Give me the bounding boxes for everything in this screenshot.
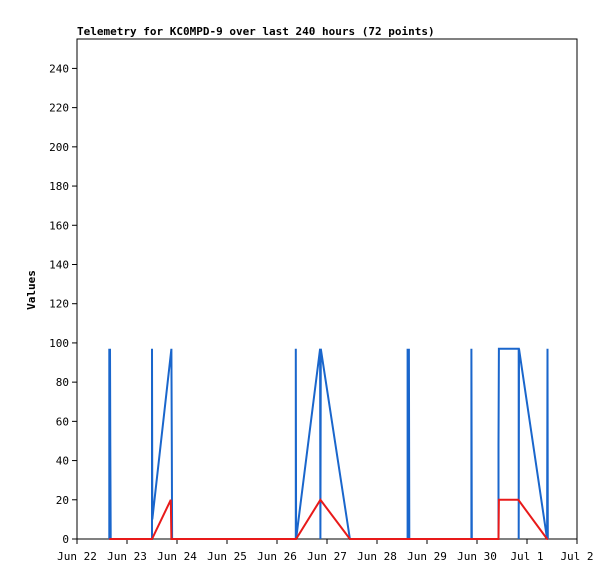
plot-area: 0 20 40 60 80 100 120 140 160 180 200 220 240 Jun 22 J… — [49, 38, 594, 563]
x-tick-label: Jun 29 — [407, 550, 447, 563]
y-tick-label: 40 — [56, 455, 69, 468]
y-tick-label: 100 — [49, 337, 69, 350]
y-tick-label: 120 — [49, 298, 69, 311]
x-tick-label: Jun 27 — [307, 550, 347, 563]
x-tick-label: Jun 25 — [207, 550, 247, 563]
y-tick-label: 240 — [49, 62, 69, 75]
y-tick-label: 20 — [56, 494, 69, 507]
y-tick-label: 80 — [56, 376, 69, 389]
x-tick-label: Jun 22 — [57, 550, 97, 563]
y-tick-label: 60 — [56, 415, 69, 428]
y-tick-label: 200 — [49, 141, 69, 154]
x-tick-label: Jul 1 — [510, 550, 543, 563]
y-tick-label: 0 — [62, 533, 69, 546]
y-tick-label: 180 — [49, 180, 69, 193]
chart-title: Telemetry for KC0MPD-9 over last 240 hou… — [77, 25, 435, 38]
series-2-line — [109, 498, 548, 540]
x-tick-label: Jun 23 — [107, 550, 147, 563]
y-tick-label: 160 — [49, 219, 69, 232]
x-tick-label: Jun 28 — [357, 550, 397, 563]
x-tick-label: Jul 2 — [560, 550, 593, 563]
x-tick-label: Jun 30 — [457, 550, 497, 563]
y-axis-label: Values — [25, 270, 38, 310]
x-tick-label: Jun 24 — [157, 550, 197, 563]
y-tick-label: 220 — [49, 102, 69, 115]
y-tick-label: 140 — [49, 258, 69, 271]
x-tick-label: Jun 26 — [257, 550, 297, 563]
